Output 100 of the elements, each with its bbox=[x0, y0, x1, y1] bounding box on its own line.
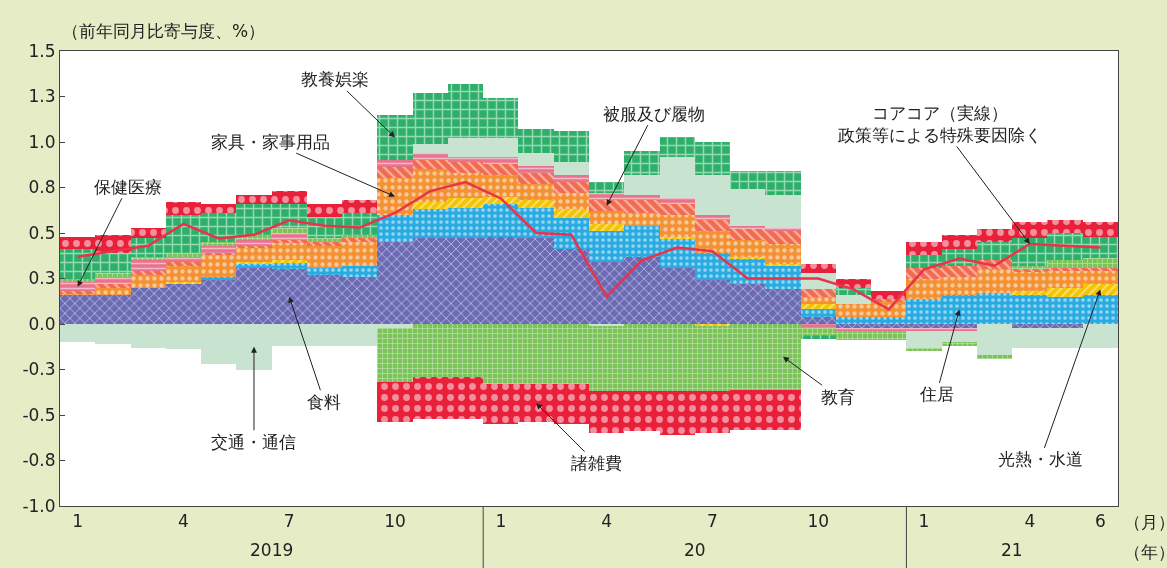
bar bbox=[801, 304, 836, 309]
bar bbox=[518, 238, 554, 324]
x-tick-label: 4 bbox=[1024, 511, 1036, 532]
text: 交通・通信 bbox=[211, 432, 296, 452]
bar bbox=[906, 324, 942, 328]
bar bbox=[589, 224, 624, 231]
bar bbox=[765, 390, 801, 430]
x-tick-label: 7 bbox=[283, 511, 295, 532]
bar bbox=[413, 324, 448, 377]
bar bbox=[765, 244, 801, 264]
bar bbox=[942, 277, 977, 295]
bar bbox=[660, 391, 695, 435]
bar bbox=[906, 279, 942, 299]
y-tick-label: 0.3 bbox=[28, 268, 56, 289]
bar bbox=[1047, 268, 1083, 271]
bar bbox=[342, 200, 377, 213]
bar bbox=[518, 384, 554, 422]
bar bbox=[554, 193, 589, 209]
bar bbox=[554, 182, 589, 193]
bar bbox=[413, 153, 448, 160]
bar bbox=[836, 317, 871, 324]
bar bbox=[942, 295, 977, 324]
bar bbox=[413, 209, 448, 238]
bar bbox=[483, 237, 518, 324]
bar bbox=[131, 275, 166, 288]
bar bbox=[342, 266, 377, 277]
bar bbox=[942, 235, 977, 249]
bar bbox=[307, 242, 342, 246]
bar bbox=[801, 317, 836, 324]
x-tick-label: 10 bbox=[807, 511, 830, 532]
bar bbox=[377, 215, 413, 242]
text: 光熱・水道 bbox=[998, 449, 1083, 469]
bar bbox=[554, 209, 589, 218]
bar bbox=[836, 324, 871, 328]
bar bbox=[977, 269, 1012, 293]
bar bbox=[624, 200, 660, 213]
y-tick-label: 0.5 bbox=[28, 222, 56, 243]
bar bbox=[589, 262, 624, 324]
bar bbox=[624, 257, 660, 324]
bar bbox=[166, 202, 201, 215]
text: （年） bbox=[1124, 542, 1167, 562]
bar bbox=[413, 160, 448, 169]
bar bbox=[307, 246, 342, 268]
bar bbox=[483, 98, 518, 138]
bar bbox=[801, 297, 836, 304]
bar bbox=[730, 226, 765, 229]
y-tick-label: -0.8 bbox=[22, 450, 56, 471]
x-tick-label: 7 bbox=[707, 511, 718, 532]
bar bbox=[695, 326, 730, 391]
bar bbox=[1012, 324, 1047, 328]
bar bbox=[448, 84, 483, 138]
x-tick-label: 4 bbox=[178, 511, 189, 532]
text: 住居 bbox=[919, 384, 954, 404]
bar bbox=[765, 289, 801, 324]
bar bbox=[906, 328, 942, 331]
bar bbox=[554, 249, 589, 324]
bar bbox=[95, 284, 131, 288]
bar bbox=[272, 242, 307, 260]
bar bbox=[660, 204, 695, 215]
bar bbox=[660, 215, 695, 237]
x-tick-label: 1 bbox=[72, 511, 84, 532]
bar bbox=[166, 253, 201, 257]
bar bbox=[977, 355, 1012, 359]
bar bbox=[695, 215, 730, 220]
bar bbox=[942, 266, 977, 277]
bar bbox=[801, 335, 836, 339]
bar bbox=[1083, 271, 1118, 284]
bar bbox=[1012, 271, 1047, 291]
bar bbox=[131, 271, 166, 275]
bar bbox=[377, 160, 413, 167]
bar bbox=[730, 240, 765, 257]
bar bbox=[60, 249, 95, 279]
bar bbox=[377, 178, 413, 215]
bar bbox=[660, 324, 695, 391]
bar bbox=[801, 289, 836, 297]
bar bbox=[1047, 220, 1083, 233]
bar bbox=[413, 93, 448, 144]
bar bbox=[1083, 222, 1118, 237]
bar bbox=[871, 331, 906, 340]
bar bbox=[836, 331, 871, 340]
bar bbox=[1012, 291, 1047, 295]
bar bbox=[589, 211, 624, 224]
bar bbox=[730, 390, 765, 430]
bar bbox=[377, 328, 413, 382]
bar bbox=[342, 277, 377, 324]
bar bbox=[554, 384, 589, 424]
bar bbox=[554, 175, 589, 182]
bar bbox=[166, 284, 201, 324]
bar bbox=[413, 377, 448, 419]
bar bbox=[483, 157, 518, 164]
x-axis-title: （月） bbox=[1124, 512, 1167, 532]
bar bbox=[906, 242, 942, 255]
bar bbox=[1012, 222, 1047, 238]
bar bbox=[60, 237, 95, 249]
bar bbox=[589, 182, 624, 193]
bar bbox=[624, 151, 660, 175]
bar bbox=[272, 269, 307, 324]
x-tick-label: 10 bbox=[384, 511, 406, 532]
bar bbox=[1047, 288, 1083, 297]
bar bbox=[131, 288, 166, 324]
